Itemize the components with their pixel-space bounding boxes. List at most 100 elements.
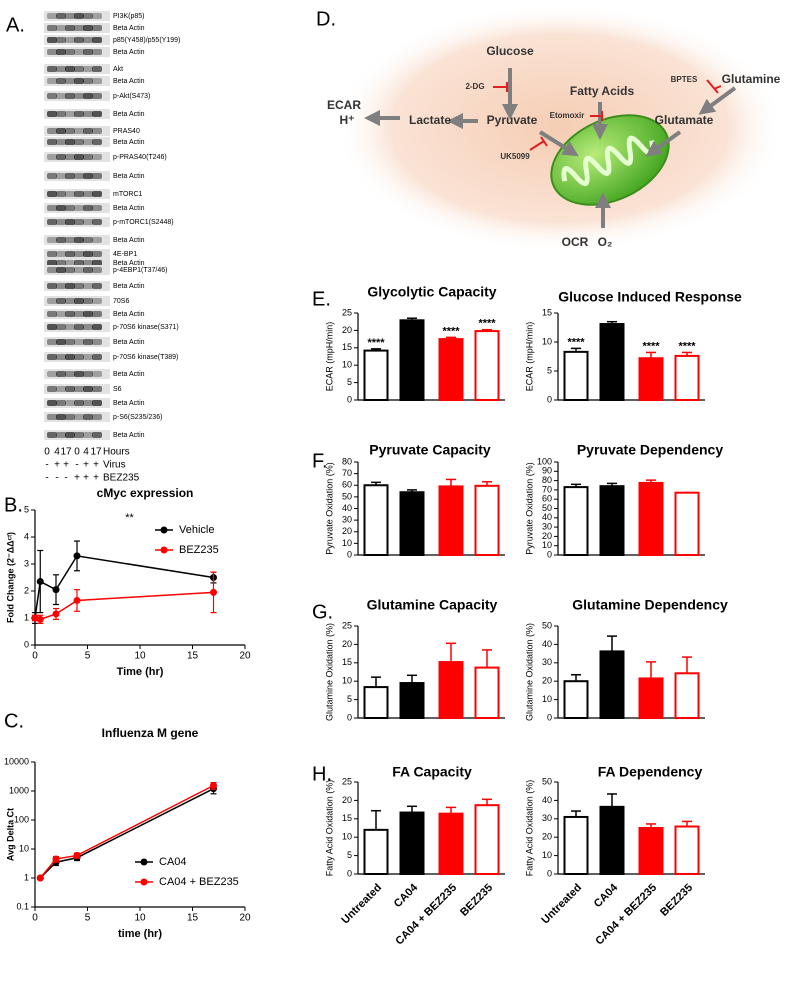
legend-label: CA04 + BEZ235 xyxy=(159,876,239,888)
bar xyxy=(563,350,589,401)
x-tick-label: 5 xyxy=(85,913,91,924)
blot-band xyxy=(92,205,102,211)
x-tick-label: 20 xyxy=(239,651,251,662)
y-tick-label: 1 xyxy=(24,612,29,622)
blot-band xyxy=(56,324,66,330)
y-tick-label: 1000 xyxy=(9,785,29,795)
y-axis-label: Glutamine Oxidation (%) xyxy=(524,623,534,721)
y-tick-label: 30 xyxy=(342,515,352,525)
pathway-diagram: Glucose 2-DG Fatty Acids BPTES Glutamine… xyxy=(327,3,785,253)
blot-band xyxy=(92,354,102,360)
blot-band xyxy=(83,219,93,225)
bar xyxy=(438,661,464,720)
blot-label: Beta Actin xyxy=(113,49,145,56)
blot-band xyxy=(65,400,75,406)
y-tick-label: 2 xyxy=(24,585,29,595)
lane-label: - xyxy=(75,460,78,471)
blot-band xyxy=(92,154,102,160)
y-tick-label: 20 xyxy=(542,531,552,541)
blot-band xyxy=(74,339,84,345)
label: Glutamine xyxy=(722,72,781,86)
blot-band xyxy=(56,371,66,377)
blot-band xyxy=(65,49,75,55)
blot-band xyxy=(83,237,93,243)
blot-band xyxy=(65,311,75,317)
blot-band xyxy=(92,339,102,345)
y-tick-label: 0 xyxy=(347,549,352,559)
blot-band xyxy=(65,354,75,360)
blot-band xyxy=(47,400,57,406)
y-tick-label: 50 xyxy=(542,620,552,630)
y-tick-label: 40 xyxy=(542,512,552,522)
blot-band xyxy=(47,298,57,304)
x-tick-label: 0 xyxy=(32,913,38,924)
blot-band xyxy=(47,354,57,360)
y-tick-label: 5 xyxy=(347,694,352,704)
blot-band xyxy=(47,78,57,84)
blot-band xyxy=(56,311,66,317)
bar xyxy=(674,354,700,402)
blot-band xyxy=(56,66,66,72)
y-tick-label: 20 xyxy=(342,639,352,649)
legend-label: CA04 xyxy=(159,856,187,868)
blot-band xyxy=(92,111,102,117)
blot-band xyxy=(56,49,66,55)
blot-label: p-Akt(S473) xyxy=(113,93,150,100)
blot-band xyxy=(74,49,84,55)
chart-title: Glucose Induced Response xyxy=(558,289,742,305)
blot-label: 70S6 xyxy=(113,298,129,305)
blot-band xyxy=(74,298,84,304)
blot-band xyxy=(92,298,102,304)
blot-band xyxy=(74,386,84,392)
blot-band xyxy=(56,354,66,360)
blot-band xyxy=(65,128,75,134)
blot-strip xyxy=(44,309,110,319)
point xyxy=(73,552,81,560)
blot-band xyxy=(56,13,66,19)
blot-band xyxy=(65,298,75,304)
label: Etomoxir xyxy=(550,111,585,120)
blot-band xyxy=(56,173,66,179)
bar xyxy=(363,828,389,876)
blot-band xyxy=(74,267,84,273)
blot-band xyxy=(56,139,66,145)
blot-label: p-PRAS40(T246) xyxy=(113,154,167,161)
blot-band xyxy=(92,311,102,317)
blot-band xyxy=(92,93,102,99)
label: O₂ xyxy=(598,235,613,249)
blot-band xyxy=(47,37,57,43)
blot-band xyxy=(65,339,75,345)
y-tick-label: 90 xyxy=(542,466,552,476)
blot-band xyxy=(47,191,57,197)
label: BPTES xyxy=(671,75,698,84)
blot-label: p-S6(S235/236) xyxy=(113,414,162,421)
y-tick-label: 0 xyxy=(547,394,552,404)
blot-band xyxy=(56,386,66,392)
x-tick-label: 15 xyxy=(187,913,199,924)
blot-label: Beta Actin xyxy=(113,400,145,407)
significance: **** xyxy=(678,340,696,352)
arrow xyxy=(645,130,682,157)
blot-band xyxy=(92,237,102,243)
blot-label: Beta Actin xyxy=(113,111,145,118)
bar xyxy=(674,491,700,557)
blot-band xyxy=(47,13,57,19)
blot-strip xyxy=(44,91,110,101)
blot-band xyxy=(92,66,102,72)
blot-band xyxy=(83,267,93,273)
x-tick-label: 20 xyxy=(239,913,251,924)
panel-label: E. xyxy=(312,288,331,310)
y-axis-label: Pyruvate Oxidation (%) xyxy=(324,462,334,555)
blot-band xyxy=(74,354,84,360)
label: 2-DG xyxy=(465,82,484,91)
chart-title: FA Dependency xyxy=(598,764,703,780)
blot-label: Beta Actin xyxy=(113,371,145,378)
x-tick-label: 15 xyxy=(187,651,199,662)
blot-band xyxy=(83,298,93,304)
label: Glucose xyxy=(486,44,534,58)
blot-band xyxy=(92,400,102,406)
blot-band xyxy=(47,432,57,438)
lane-label: - xyxy=(64,473,67,484)
blot-band xyxy=(47,339,57,345)
